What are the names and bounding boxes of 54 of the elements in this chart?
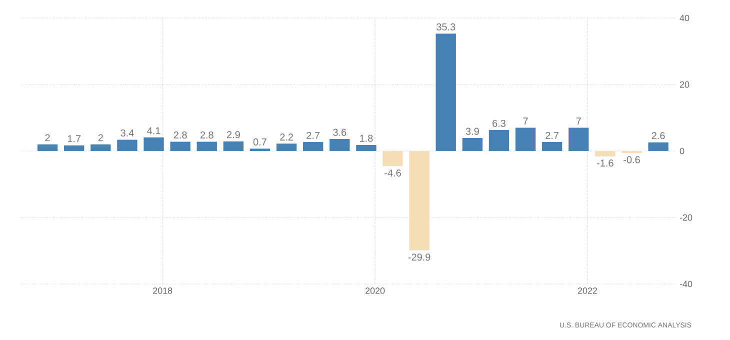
- bar: [515, 128, 536, 151]
- bar: [223, 141, 244, 151]
- data-label: 2.8: [174, 131, 187, 138]
- y-tick-label: 0: [680, 148, 684, 154]
- data-label: 6.3: [492, 120, 506, 127]
- bar: [37, 144, 58, 151]
- bar: [276, 144, 297, 151]
- bar: [409, 151, 430, 250]
- data-label: -29.9: [408, 254, 430, 261]
- data-label: 2: [98, 134, 103, 142]
- bar: [90, 144, 111, 151]
- data-label: 1.8: [360, 134, 373, 142]
- x-tick-label: 2022: [578, 288, 598, 294]
- bar: [356, 145, 376, 151]
- bar: [170, 142, 190, 151]
- data-label: 35.3: [436, 23, 456, 30]
- data-label: 2: [45, 134, 50, 142]
- x-tick-label: 2020: [366, 288, 385, 294]
- bar: [488, 130, 510, 151]
- data-label: -0.6: [624, 156, 640, 164]
- data-label: -1.6: [597, 160, 614, 167]
- bar: [196, 142, 217, 151]
- bar: [64, 145, 84, 151]
- data-label: 7: [576, 118, 581, 125]
- y-tick-label: 20: [680, 81, 690, 88]
- data-label: 3.9: [466, 128, 479, 135]
- bar: [462, 138, 483, 151]
- bar: [568, 128, 589, 151]
- data-label: -4.6: [384, 169, 401, 177]
- data-label: 1.7: [68, 135, 81, 142]
- bar: [382, 151, 403, 166]
- data-label: 2.8: [200, 131, 214, 138]
- data-label: 2.7: [546, 132, 559, 139]
- y-tick-label: 40: [680, 14, 690, 22]
- data-label: 4.1: [147, 127, 160, 134]
- bar: [436, 34, 456, 151]
- data-label: 2.9: [227, 131, 240, 138]
- data-label: 3.6: [333, 128, 346, 136]
- y-tick-label: -40: [680, 280, 692, 288]
- data-label: 2.2: [280, 134, 293, 140]
- data-label: 3.4: [120, 129, 134, 137]
- data-label: 0.7: [253, 138, 266, 146]
- x-tick-label: 2018: [153, 288, 172, 294]
- bar: [144, 137, 164, 151]
- data-label: 2.7: [306, 132, 320, 139]
- bar: [648, 142, 668, 151]
- data-label: 7: [523, 118, 528, 125]
- bar: [330, 139, 350, 151]
- bar: [117, 140, 138, 151]
- bar: [542, 142, 562, 151]
- y-tick-label: -20: [680, 214, 692, 221]
- bar: [595, 151, 616, 156]
- bar: [303, 142, 324, 151]
- data-label: 2.6: [652, 132, 665, 140]
